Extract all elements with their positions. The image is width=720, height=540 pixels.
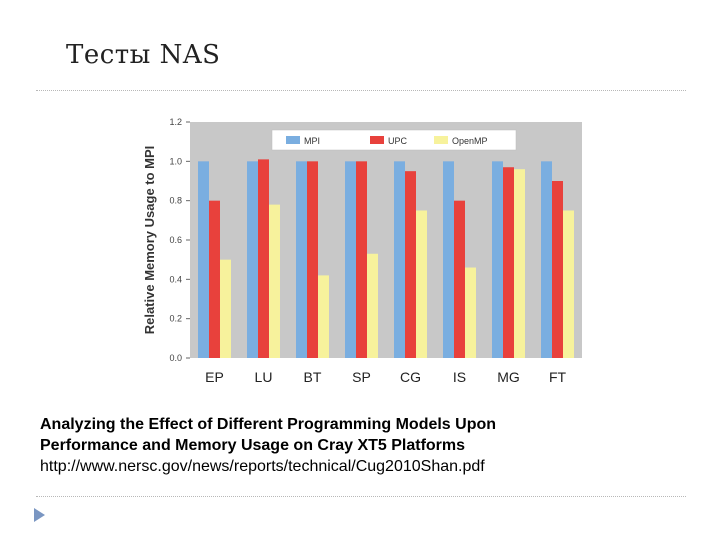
legend-swatch-openmp — [434, 136, 448, 144]
y-tick-label: 0.4 — [169, 274, 182, 284]
bar-mpi-ft — [541, 161, 552, 358]
bottom-divider — [36, 496, 686, 497]
caption-line-2: Performance and Memory Usage on Cray XT5… — [40, 437, 466, 454]
bar-openmp-mg — [514, 169, 525, 358]
top-divider — [36, 90, 686, 91]
caption-url[interactable]: http://www.nersc.gov/news/reports/techni… — [40, 458, 485, 475]
chart-svg: Relative Memory Usage to MPI 0.0 0.2 0.4 0.6… — [142, 117, 582, 385]
y-tick-label: 0.2 — [169, 314, 182, 324]
x-tick-label: BT — [304, 369, 322, 385]
bar-mpi-bt — [296, 161, 307, 358]
bar-upc-cg — [405, 171, 416, 358]
bar-openmp-bt — [318, 275, 329, 358]
bar-upc-is — [454, 200, 465, 358]
caption-line-1: Analyzing the Effect of Different Progra… — [40, 416, 497, 433]
legend-label-openmp: OpenMP — [452, 136, 488, 146]
legend-swatch-upc — [370, 136, 384, 144]
bar-upc-lu — [258, 159, 269, 358]
bar-upc-mg — [503, 167, 514, 358]
legend-label-mpi: MPI — [304, 136, 320, 146]
bar-openmp-cg — [416, 210, 427, 358]
legend-label-upc: UPC — [388, 136, 408, 146]
x-tick-label: LU — [255, 369, 273, 385]
x-tick-label: CG — [400, 369, 421, 385]
bar-mpi-lu — [247, 161, 258, 358]
bar-upc-sp — [356, 161, 367, 358]
bar-upc-bt — [307, 161, 318, 358]
bar-mpi-mg — [492, 161, 503, 358]
bar-mpi-ep — [198, 161, 209, 358]
x-tick-label: FT — [549, 369, 567, 385]
y-tick-label: 0.0 — [169, 353, 182, 363]
bar-mpi-is — [443, 161, 454, 358]
x-tick-label: IS — [453, 369, 466, 385]
y-tick-label: 0.6 — [169, 235, 182, 245]
bar-openmp-lu — [269, 204, 280, 358]
bar-mpi-sp — [345, 161, 356, 358]
chart: Relative Memory Usage to MPI 0.0 0.2 0.4 0.6… — [138, 100, 592, 394]
legend-swatch-mpi — [286, 136, 300, 144]
bar-mpi-cg — [394, 161, 405, 358]
y-tick-label: 0.8 — [169, 196, 182, 206]
bar-upc-ep — [209, 200, 220, 358]
bar-openmp-ep — [220, 259, 231, 358]
x-tick-label: MG — [497, 369, 520, 385]
y-tick-label: 1.2 — [169, 117, 182, 127]
slide-title: Тесты NAS — [66, 40, 221, 70]
bar-openmp-sp — [367, 253, 378, 358]
y-tick-label: 1.0 — [169, 156, 182, 166]
slide-bullet-icon — [34, 508, 45, 522]
bar-upc-ft — [552, 181, 563, 358]
legend-box — [271, 129, 517, 151]
bar-openmp-is — [465, 267, 476, 358]
x-tick-label: EP — [205, 369, 224, 385]
bar-openmp-ft — [563, 210, 574, 358]
caption: Analyzing the Effect of Different Progra… — [40, 414, 680, 477]
x-tick-label: SP — [352, 369, 371, 385]
y-axis-label: Relative Memory Usage to MPI — [142, 146, 157, 335]
